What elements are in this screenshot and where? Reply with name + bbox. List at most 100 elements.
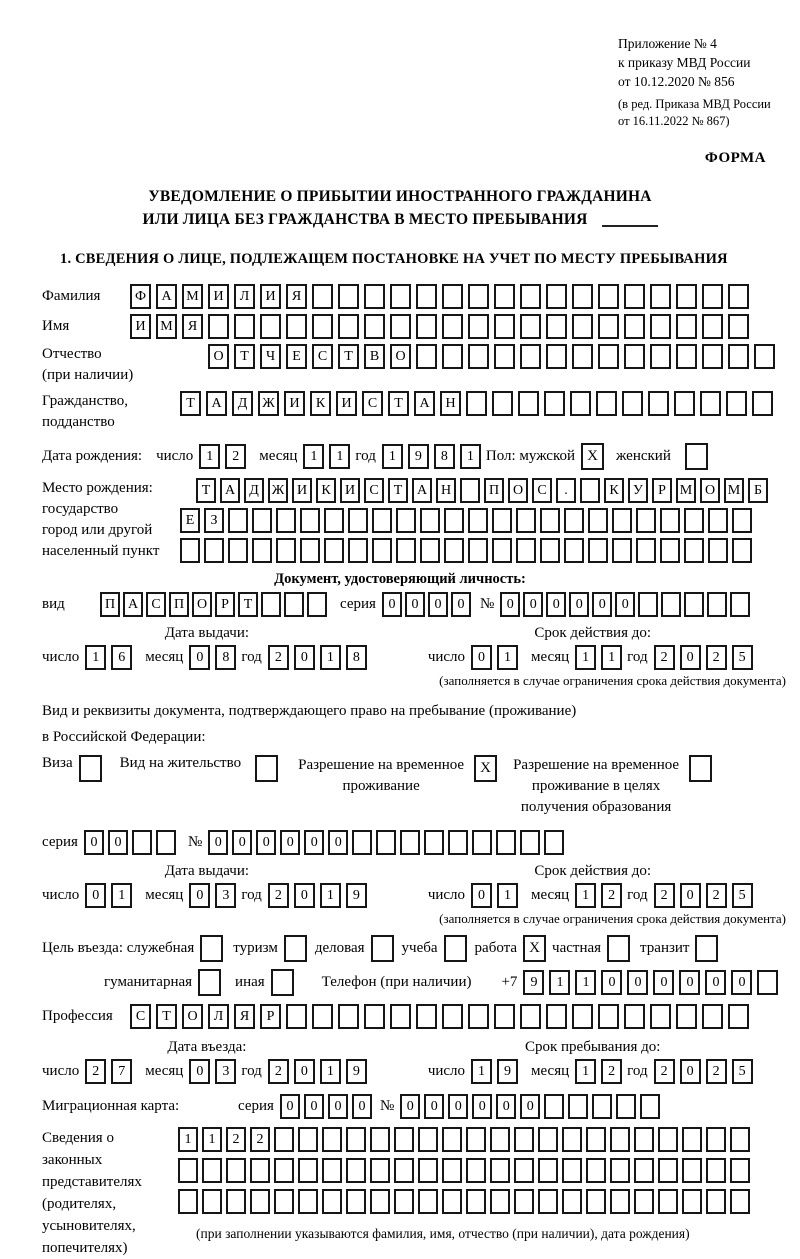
char-cell[interactable] (514, 1158, 534, 1183)
char-cell[interactable] (516, 508, 536, 533)
char-cell[interactable] (442, 1004, 463, 1029)
char-cell[interactable]: Е (180, 508, 200, 533)
char-cell[interactable]: 6 (111, 645, 133, 670)
char-cell[interactable] (562, 1158, 582, 1183)
char-cell[interactable]: 0 (381, 592, 402, 617)
rvp-education-checkbox[interactable] (689, 755, 713, 782)
char-cell[interactable]: П (169, 592, 189, 617)
char-cell[interactable] (442, 1158, 462, 1183)
char-cell[interactable]: Л (234, 284, 255, 309)
char-cell[interactable]: Ф (130, 284, 151, 309)
char-cell[interactable] (376, 830, 397, 855)
char-cell[interactable]: 2 (267, 645, 289, 670)
char-cell[interactable]: 0 (304, 830, 325, 855)
char-cell[interactable]: 2 (85, 1059, 107, 1084)
char-cell[interactable]: 1 (497, 883, 519, 908)
char-cell[interactable]: 9 (523, 970, 545, 995)
char-cell[interactable]: 2 (653, 645, 675, 670)
char-cell[interactable] (730, 1127, 750, 1152)
char-cell[interactable]: 0 (731, 970, 753, 995)
char-cell[interactable] (322, 1189, 342, 1214)
char-cell[interactable] (728, 314, 749, 339)
char-cell[interactable] (598, 1004, 619, 1029)
char-cell[interactable]: Я (182, 314, 203, 339)
char-cell[interactable]: К (310, 391, 331, 416)
char-cell[interactable]: 0 (424, 1094, 445, 1119)
char-cell[interactable] (660, 538, 680, 563)
char-cell[interactable]: 0 (496, 1094, 517, 1119)
char-cell[interactable] (622, 391, 643, 416)
char-cell[interactable] (702, 344, 723, 369)
char-cell[interactable] (298, 1189, 318, 1214)
char-cell[interactable]: И (284, 391, 305, 416)
char-cell[interactable]: 0 (427, 592, 448, 617)
char-cell[interactable]: И (208, 284, 229, 309)
char-cell[interactable] (514, 1189, 534, 1214)
char-cell[interactable] (307, 592, 327, 617)
char-cell[interactable] (586, 1189, 606, 1214)
char-cell[interactable] (444, 538, 464, 563)
char-cell[interactable]: 1 (381, 444, 403, 469)
char-cell[interactable] (588, 508, 608, 533)
char-cell[interactable]: Т (234, 344, 255, 369)
char-cell[interactable]: 1 (575, 883, 597, 908)
char-cell[interactable] (338, 314, 359, 339)
char-cell[interactable] (572, 344, 593, 369)
char-cell[interactable]: 0 (293, 645, 315, 670)
char-cell[interactable]: 0 (107, 830, 128, 855)
char-cell[interactable]: И (260, 284, 281, 309)
char-cell[interactable] (520, 830, 541, 855)
char-cell[interactable]: 1 (549, 970, 571, 995)
char-cell[interactable]: Д (232, 391, 253, 416)
char-cell[interactable]: 0 (351, 1094, 372, 1119)
char-cell[interactable] (661, 592, 682, 617)
char-cell[interactable]: 0 (615, 592, 636, 617)
char-cell[interactable] (274, 1158, 294, 1183)
char-cell[interactable] (180, 538, 200, 563)
char-cell[interactable] (518, 391, 539, 416)
char-cell[interactable]: С (362, 391, 383, 416)
char-cell[interactable]: Т (388, 391, 409, 416)
char-cell[interactable] (324, 538, 344, 563)
char-cell[interactable] (466, 1189, 486, 1214)
char-cell[interactable]: 2 (601, 883, 623, 908)
char-cell[interactable] (370, 1189, 390, 1214)
char-cell[interactable] (624, 1004, 645, 1029)
char-cell[interactable]: 9 (497, 1059, 519, 1084)
char-cell[interactable] (466, 391, 487, 416)
char-cell[interactable]: 2 (601, 1059, 623, 1084)
char-cell[interactable]: Т (156, 1004, 177, 1029)
char-cell[interactable]: 1 (85, 645, 107, 670)
char-cell[interactable] (612, 538, 632, 563)
char-cell[interactable]: Н (440, 391, 461, 416)
char-cell[interactable] (564, 508, 584, 533)
char-cell[interactable]: 0 (450, 592, 471, 617)
char-cell[interactable] (640, 1094, 661, 1119)
char-cell[interactable] (416, 284, 437, 309)
char-cell[interactable] (754, 344, 775, 369)
char-cell[interactable] (390, 314, 411, 339)
char-cell[interactable] (226, 1189, 246, 1214)
char-cell[interactable] (494, 344, 515, 369)
char-cell[interactable] (638, 592, 659, 617)
char-cell[interactable]: А (412, 478, 432, 503)
char-cell[interactable]: 2 (705, 1059, 727, 1084)
char-cell[interactable] (300, 508, 320, 533)
char-cell[interactable] (364, 314, 385, 339)
char-cell[interactable] (728, 344, 749, 369)
char-cell[interactable] (466, 1158, 486, 1183)
char-cell[interactable] (520, 344, 541, 369)
char-cell[interactable]: 0 (279, 1094, 300, 1119)
char-cell[interactable]: С (532, 478, 552, 503)
char-cell[interactable]: 5 (731, 1059, 753, 1084)
char-cell[interactable]: 2 (226, 1127, 246, 1152)
char-cell[interactable]: 0 (569, 592, 590, 617)
char-cell[interactable] (492, 391, 513, 416)
char-cell[interactable] (650, 314, 671, 339)
char-cell[interactable] (514, 1127, 534, 1152)
char-cell[interactable]: Р (260, 1004, 281, 1029)
char-cell[interactable]: 1 (178, 1127, 198, 1152)
char-cell[interactable]: 1 (319, 1059, 341, 1084)
char-cell[interactable] (516, 538, 536, 563)
char-cell[interactable]: О (508, 478, 528, 503)
